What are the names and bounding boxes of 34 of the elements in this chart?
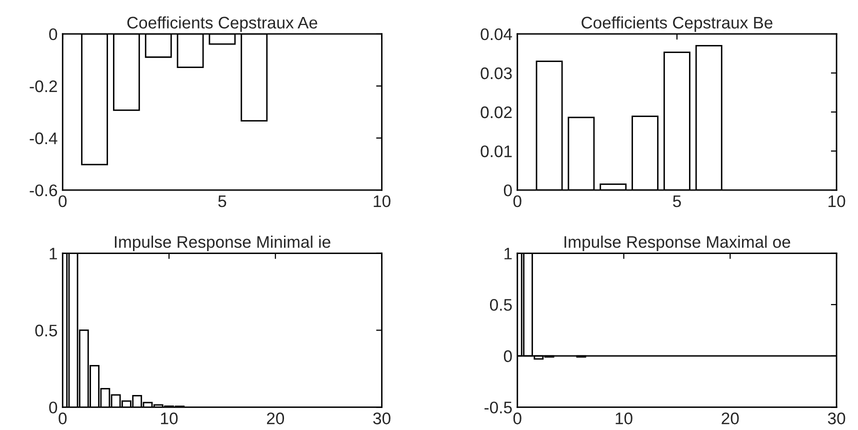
x-tick-label: 10 <box>161 412 178 424</box>
x-tick-label: 20 <box>266 412 284 424</box>
y-tick-label: -0.5 <box>484 402 512 414</box>
x-tick-label: 20 <box>722 412 739 424</box>
y-tick-label: -0.4 <box>30 132 58 144</box>
x-tick-label: 30 <box>828 412 846 424</box>
y-tick-label: 1 <box>504 248 512 260</box>
y-tick-label: 0 <box>49 402 58 414</box>
y-tick-label: 0.03 <box>480 67 512 80</box>
chart-title: Impulse Response Maximal oe <box>564 236 790 252</box>
y-tick-label: -0.2 <box>30 80 57 92</box>
x-tick-label: 0 <box>513 412 522 424</box>
y-tick-label: 0 <box>504 350 512 362</box>
x-tick-label: 5 <box>218 196 226 208</box>
chart-title: Impulse Response Minimal ie <box>114 236 330 252</box>
x-tick-label: 0 <box>513 195 522 208</box>
x-tick-label: 10 <box>374 195 390 208</box>
y-tick-label: 0.04 <box>480 28 512 40</box>
y-tick-label: 0 <box>504 184 512 196</box>
y-tick-label: 1 <box>50 248 57 260</box>
y-tick-label: 0 <box>49 28 58 40</box>
x-tick-label: 30 <box>373 412 390 424</box>
x-tick-label: 10 <box>828 195 846 208</box>
y-tick-label: 0.5 <box>490 298 512 311</box>
x-tick-label: 0 <box>58 195 67 208</box>
x-tick-label: 0 <box>58 412 67 424</box>
y-tick-label: -0.6 <box>30 184 58 196</box>
y-tick-label: 0.02 <box>480 106 512 118</box>
chart-title: Coefficients Cepstraux Be <box>582 16 772 32</box>
y-tick-label: 0.01 <box>480 145 512 158</box>
y-tick-label: 0.5 <box>35 324 58 336</box>
chart-title: Coefficients Cepstraux Ae <box>127 16 318 32</box>
x-tick-label: 10 <box>616 412 632 424</box>
x-tick-label: 5 <box>672 196 681 208</box>
